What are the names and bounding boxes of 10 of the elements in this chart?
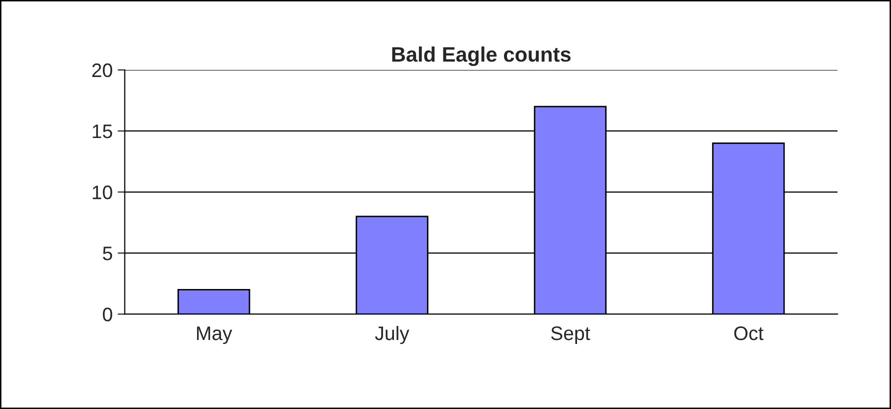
chart-title: Bald Eagle counts <box>392 46 571 66</box>
y-tick-label: 0 <box>102 308 112 322</box>
x-tick-label: Oct <box>734 326 764 340</box>
x-tick-label: May <box>197 326 232 344</box>
y-tick-label: 15 <box>92 124 112 138</box>
y-tick-label: 10 <box>92 185 112 200</box>
y-tick-label: 5 <box>102 246 112 260</box>
y-tick-label: 20 <box>92 63 112 78</box>
x-tick-label: July <box>375 326 410 344</box>
x-tick-label: Sept <box>551 326 590 344</box>
